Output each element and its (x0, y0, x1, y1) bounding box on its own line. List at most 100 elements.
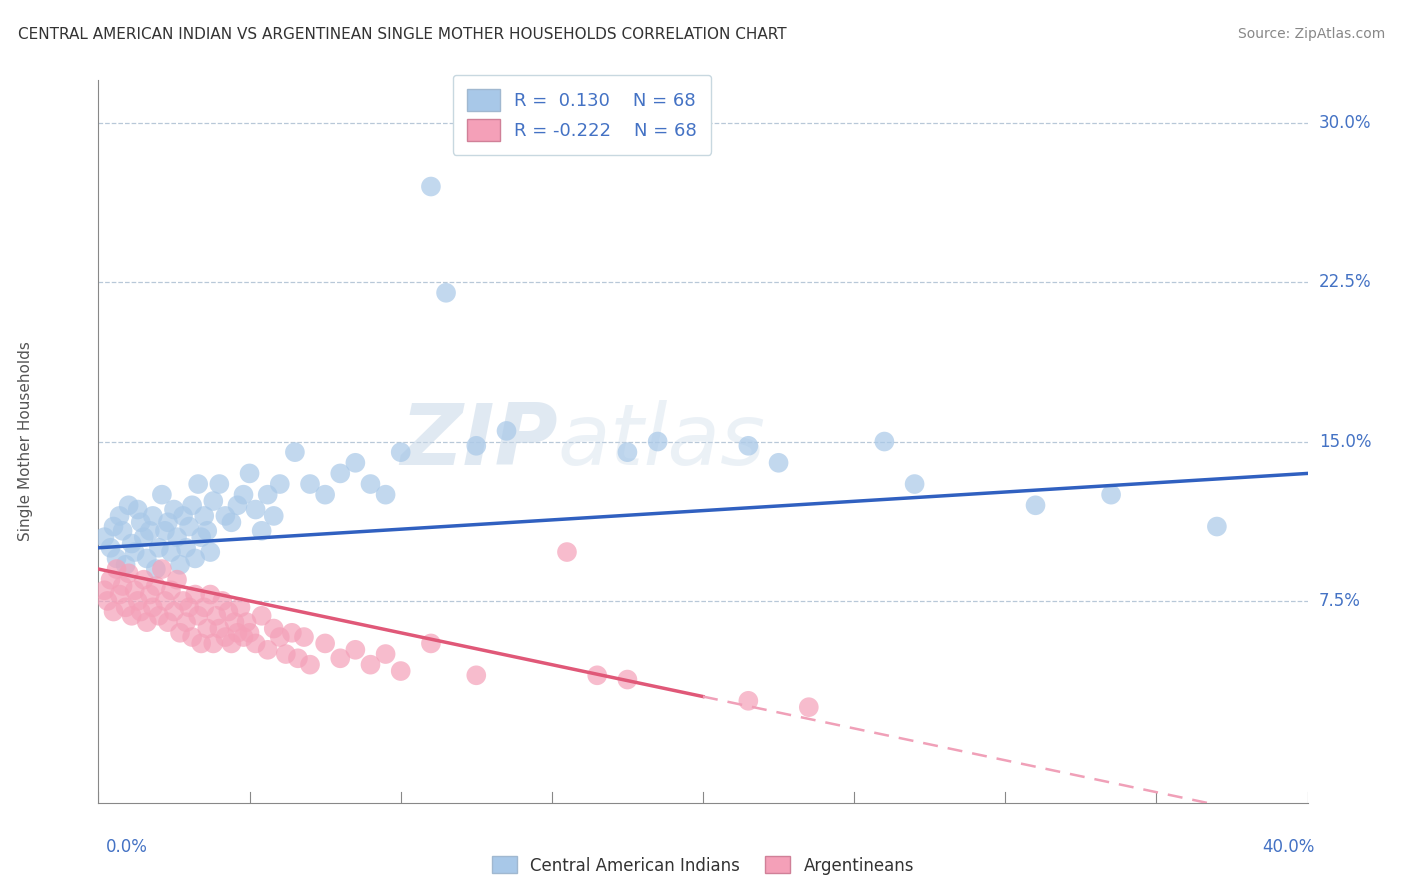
Text: 30.0%: 30.0% (1319, 114, 1371, 132)
Point (374, 488, 396, 502)
Point (166, 530, 188, 544)
Point (153, 524, 176, 538)
Point (150, 562, 173, 576)
Point (174, 541, 197, 555)
Point (108, 508, 131, 523)
Point (135, 615, 157, 630)
Point (1024, 498, 1046, 512)
Point (797, 700, 820, 714)
Point (232, 630, 254, 644)
Point (145, 562, 167, 576)
Text: ZIP: ZIP (401, 400, 558, 483)
Point (314, 636, 336, 650)
Text: Single Mother Households: Single Mother Households (18, 342, 34, 541)
Point (281, 625, 304, 640)
Point (360, 657, 382, 672)
Text: Source: ZipAtlas.com: Source: ZipAtlas.com (1237, 27, 1385, 41)
Point (174, 615, 197, 630)
Point (344, 456, 367, 470)
Point (221, 516, 243, 530)
Point (616, 673, 638, 687)
Point (263, 508, 285, 523)
Point (163, 605, 186, 619)
Point (205, 608, 228, 623)
Point (1099, 488, 1122, 502)
Point (190, 636, 212, 650)
Point (284, 445, 307, 459)
Point (226, 498, 249, 512)
Text: 15.0%: 15.0% (1319, 433, 1371, 450)
Point (148, 541, 170, 555)
Point (181, 630, 204, 644)
Point (187, 477, 209, 491)
Point (217, 605, 239, 619)
Point (160, 545, 183, 559)
Point (184, 588, 207, 602)
Point (179, 519, 201, 533)
Point (166, 573, 188, 587)
Point (129, 605, 152, 619)
Point (1206, 519, 1229, 533)
Point (148, 608, 170, 623)
Point (103, 519, 125, 533)
Point (163, 502, 186, 516)
Point (156, 516, 179, 530)
Point (434, 285, 457, 300)
Point (256, 642, 278, 657)
Point (239, 467, 262, 481)
Point (465, 439, 488, 453)
Point (121, 608, 143, 623)
Point (139, 588, 162, 602)
Text: 22.5%: 22.5% (1319, 273, 1371, 291)
Point (256, 488, 278, 502)
Point (132, 573, 155, 587)
Point (586, 668, 609, 682)
Point (263, 622, 285, 636)
Point (269, 477, 291, 491)
Point (160, 583, 183, 598)
Point (873, 434, 896, 449)
Point (111, 524, 134, 538)
Point (190, 530, 212, 544)
Point (224, 615, 246, 630)
Text: atlas: atlas (558, 400, 766, 483)
Point (195, 622, 218, 636)
Point (208, 622, 231, 636)
Point (287, 651, 309, 665)
Point (121, 536, 143, 550)
Point (239, 625, 262, 640)
Point (200, 545, 222, 559)
Point (292, 630, 315, 644)
Point (139, 524, 162, 538)
Point (647, 434, 669, 449)
Point (142, 508, 165, 523)
Point (232, 488, 254, 502)
Point (100, 541, 122, 555)
Point (214, 508, 236, 523)
Point (156, 615, 179, 630)
Point (172, 594, 194, 608)
Point (181, 498, 204, 512)
Point (389, 445, 412, 459)
Point (374, 647, 396, 661)
Point (616, 445, 638, 459)
Point (169, 558, 191, 572)
Point (768, 456, 790, 470)
Point (93, 583, 115, 598)
Text: 7.5%: 7.5% (1319, 592, 1361, 610)
Point (229, 600, 252, 615)
Point (211, 594, 233, 608)
Point (389, 664, 412, 678)
Point (114, 600, 136, 615)
Point (420, 179, 443, 194)
Point (904, 477, 927, 491)
Point (737, 694, 759, 708)
Point (108, 588, 131, 602)
Point (314, 488, 336, 502)
Point (153, 594, 176, 608)
Point (184, 551, 207, 566)
Point (193, 600, 215, 615)
Point (172, 508, 194, 523)
Point (495, 424, 517, 438)
Point (269, 630, 291, 644)
